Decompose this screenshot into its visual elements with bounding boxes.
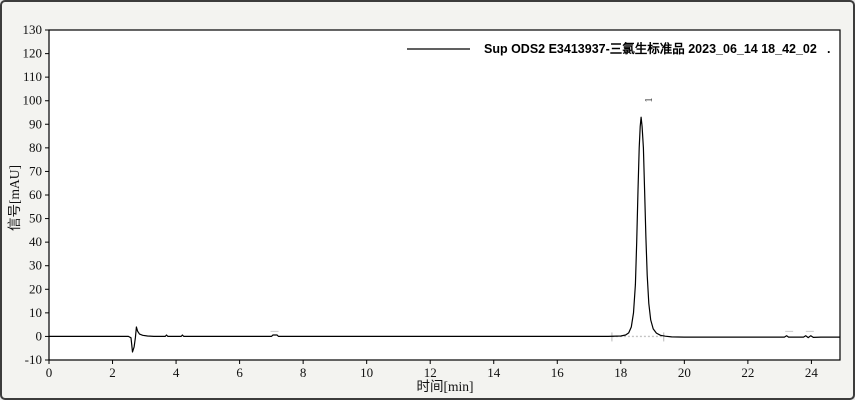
y-tick-label: 30 (29, 258, 42, 273)
x-tick-label: 6 (236, 365, 243, 380)
x-tick-label: 8 (300, 365, 307, 380)
y-tick-label: 50 (29, 211, 42, 226)
y-tick-label: 110 (23, 69, 42, 84)
peak-number-label: 1 (644, 98, 655, 103)
x-tick-label: 2 (109, 365, 116, 380)
y-tick-label: 90 (29, 116, 42, 131)
x-tick-label: 12 (424, 365, 437, 380)
signal-trace (49, 116, 840, 353)
y-tick-label: 10 (29, 305, 42, 320)
x-tick-label: 4 (173, 365, 180, 380)
x-axis-title: 时间[min] (417, 379, 474, 394)
x-tick-label: 0 (46, 365, 53, 380)
x-tick-label: 24 (805, 365, 819, 380)
y-tick-label: 100 (23, 93, 43, 108)
y-tick-label: 0 (36, 328, 43, 343)
y-tick-label: 130 (23, 22, 43, 37)
x-tick-label: 10 (360, 365, 373, 380)
legend-label: Sup ODS2 E3413937-三氯生标准品 2023_06_14 18_4… (484, 41, 817, 56)
plot-area (48, 29, 841, 361)
x-tick-label: 20 (678, 365, 691, 380)
y-tick-label: 60 (29, 187, 42, 202)
x-tick-label: 16 (551, 365, 565, 380)
y-tick-label: 120 (23, 46, 43, 61)
legend: Sup ODS2 E3413937-三氯生标准品 2023_06_14 18_4… (407, 41, 830, 56)
y-axis-title: 信号[mAU] (7, 165, 22, 231)
y-tick-label: 70 (29, 163, 42, 178)
y-tick-label: 20 (29, 281, 42, 296)
legend-suffix-dot: . (827, 42, 830, 56)
y-tick-label: -10 (25, 352, 42, 367)
x-tick-label: 14 (487, 365, 501, 380)
y-tick-label: 40 (29, 234, 42, 249)
y-tick-label: 80 (29, 140, 42, 155)
x-tick-label: 18 (614, 365, 627, 380)
x-tick-label: 22 (741, 365, 754, 380)
